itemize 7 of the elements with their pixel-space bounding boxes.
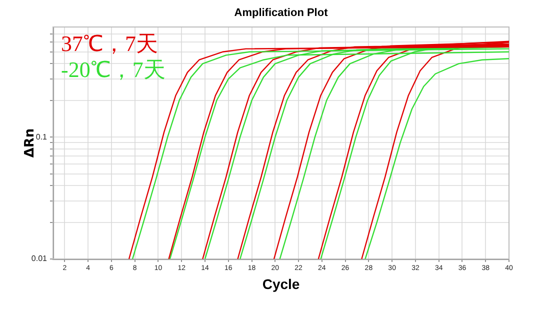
chart-title: Amplification Plot <box>234 7 328 20</box>
series-label: -20℃，7天 <box>61 57 166 82</box>
series-label: 37℃，7天 <box>61 31 158 56</box>
y-axis-title: ΔRn <box>22 128 38 158</box>
y-tick-label: 0.1 <box>36 132 48 142</box>
x-axis-title: Cycle <box>262 276 300 292</box>
y-tick-label: 0.01 <box>31 254 48 264</box>
